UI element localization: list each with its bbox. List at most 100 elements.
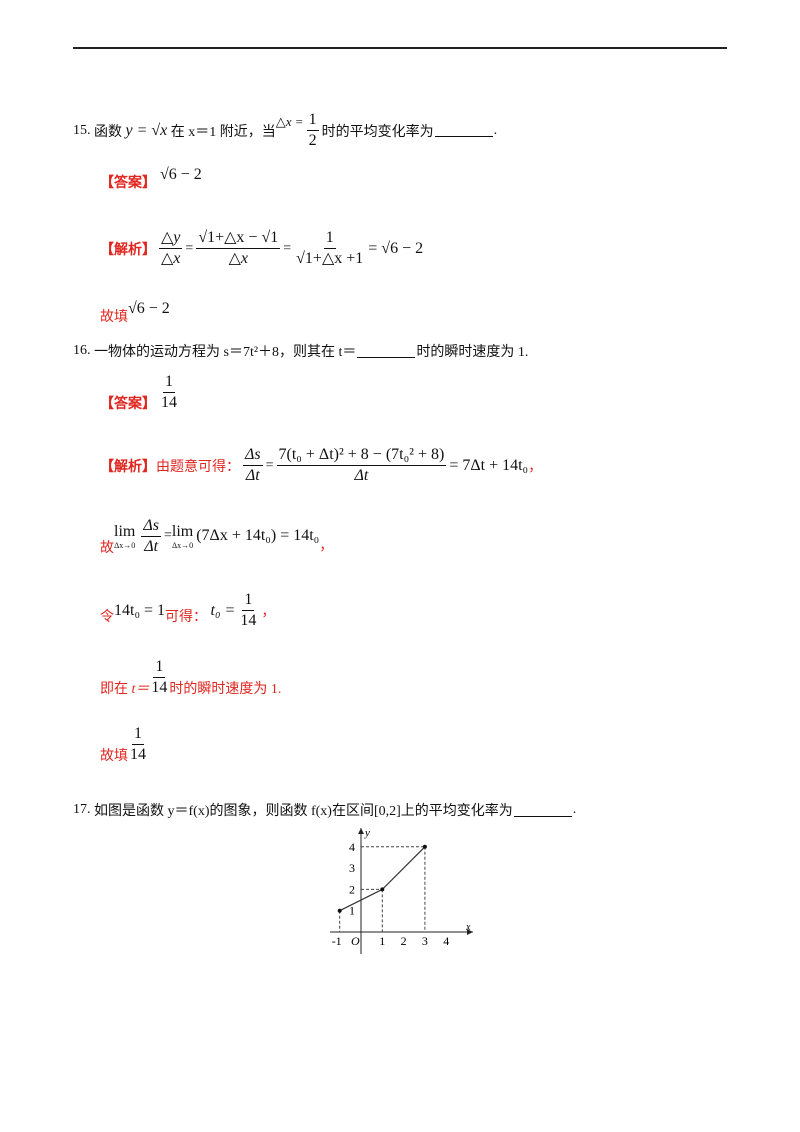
x-tick-label: 2 xyxy=(401,934,407,948)
q16-limit: 故 lim Δx→0 Δs Δt = lim Δx→0 (7Δx + 14t₀) = 1… xyxy=(100,516,334,557)
answer-blank[interactable] xyxy=(434,124,493,137)
text: . xyxy=(493,122,498,138)
text: t＝ xyxy=(131,681,150,697)
fraction: 1 14 xyxy=(149,657,169,698)
data-point xyxy=(422,844,427,849)
den: 2 xyxy=(308,132,317,149)
fraction: Δs Δt xyxy=(243,445,263,486)
analysis-tag: 【解析】 xyxy=(100,242,156,258)
text: 时的平均变化率为 xyxy=(321,124,434,140)
den: Δt xyxy=(354,467,369,484)
num: 1 xyxy=(323,228,336,249)
data-point xyxy=(380,887,385,892)
data-point xyxy=(337,908,342,913)
y-tick-label: 2 xyxy=(349,882,355,896)
x-tick-label: -1 xyxy=(332,934,342,948)
num: Δs xyxy=(141,516,161,537)
function-graph: x y O -1 1 2 3 4 1 2 3 4 xyxy=(330,827,473,954)
q15-fill: 故填 √6 − 2 xyxy=(100,292,170,326)
num: 7(t₀ + Δt)² + 8 − (7t₀² + 8) xyxy=(276,445,447,466)
math: t₀ = xyxy=(210,601,236,619)
q16-fill: 故填 1 14 xyxy=(100,724,148,765)
math: △x = xyxy=(275,113,304,129)
num: √1+△x − √1 xyxy=(196,228,281,249)
answer-blank[interactable] xyxy=(513,804,572,817)
lim-sub: Δx→0 xyxy=(171,540,194,550)
text: ， xyxy=(528,459,543,475)
num: 1 xyxy=(242,590,255,611)
text: 即在 xyxy=(100,681,128,697)
answer-blank[interactable] xyxy=(357,345,416,358)
q16-question: 16. 一物体的运动方程为 s＝7t²＋8，则其在 t＝ 时的瞬时速度为 1. xyxy=(73,341,528,361)
y-axis-label: y xyxy=(364,827,370,839)
analysis-tag: 【解析】 xyxy=(100,459,156,475)
q15-analysis: 【解析】 △y △x = √1+△x − √1 △x = 1 √1+△x +1 = √6 … xyxy=(100,228,424,269)
answer-tag: 【答案】 xyxy=(100,396,156,412)
q16-let: 令 14t₀ = 1 可得： t₀ = 1 14， xyxy=(100,590,275,631)
math: = 7Δt + 14t₀ xyxy=(449,456,529,474)
fraction: 1 14 xyxy=(128,724,148,765)
x-tick-label: 4 xyxy=(443,934,449,948)
lim: lim xyxy=(171,522,194,540)
lim: lim xyxy=(114,522,136,540)
limit: lim Δx→0 xyxy=(172,523,193,550)
y-tick-label: 1 xyxy=(349,904,355,918)
den: √1+△x +1 xyxy=(296,250,364,267)
math: √6 − 2 xyxy=(160,166,202,183)
den: 14 xyxy=(130,746,146,763)
fraction: 1 √1+△x +1 xyxy=(294,228,365,269)
q16-answer: 【答案】 1 14 xyxy=(100,372,182,413)
math: (7Δx + 14t₀) = 14t₀ xyxy=(196,527,320,544)
text: ， xyxy=(319,539,334,554)
num: △y xyxy=(159,228,183,249)
text: 故 xyxy=(100,541,114,556)
num: 1 xyxy=(132,724,144,745)
math: y = √x xyxy=(125,121,168,139)
fraction: 1 14 xyxy=(159,372,179,413)
axis-arrows xyxy=(358,828,473,935)
y-tick-label: 4 xyxy=(349,840,355,854)
x-tick-label: 3 xyxy=(422,934,428,948)
q16-analysis: 【解析】 由题意可得： Δs Δt = 7(t₀ + Δt)² + 8 − (7t₀… xyxy=(100,445,543,486)
text: 函数 xyxy=(94,124,122,140)
num: 1 xyxy=(306,110,319,131)
x-axis-label: x xyxy=(465,922,471,933)
fraction: √1+△x − √1 △x xyxy=(196,228,281,269)
limit: lim Δx→0 xyxy=(114,523,135,550)
fill-label: 故填 xyxy=(100,310,128,325)
x-tick-label: 1 xyxy=(379,934,385,948)
lim-sub: Δx→0 xyxy=(114,540,136,550)
den: 14 xyxy=(240,612,257,629)
num: Δs xyxy=(243,445,263,466)
den: △x xyxy=(228,250,248,267)
q16-conclusion: 即在 t＝ 1 14 时的瞬时速度为 1. xyxy=(100,657,281,698)
question-number: 15. xyxy=(73,122,91,138)
text: 如图是函数 y＝f(x)的图象，则函数 f(x)在区间[0,2]上的平均变化率为 xyxy=(94,804,513,819)
math: = √6 − 2 xyxy=(368,239,424,257)
text: 时的瞬时速度为 1. xyxy=(169,681,282,697)
num: 1 xyxy=(163,372,175,393)
math: 14t₀ = 1 xyxy=(114,601,166,619)
fraction: △y △x xyxy=(159,228,183,269)
fraction: Δs Δt xyxy=(141,516,161,557)
text: 令 xyxy=(100,609,114,625)
fill-label: 故填 xyxy=(100,748,128,764)
den: Δt xyxy=(144,537,159,555)
y-tick-label: 3 xyxy=(349,861,355,875)
q15-answer: 【答案】 √6 − 2 xyxy=(100,166,202,192)
text: 可得： xyxy=(165,609,208,625)
question-number: 16. xyxy=(73,343,91,358)
header-rule xyxy=(73,47,727,49)
answer-tag: 【答案】 xyxy=(100,176,156,191)
den: 14 xyxy=(151,679,168,696)
fraction: 1 14 xyxy=(238,590,258,631)
den: △x xyxy=(161,250,181,267)
text: . xyxy=(572,802,577,817)
text: 由题意可得： xyxy=(156,459,240,475)
question-number: 17. xyxy=(73,802,91,817)
math: √6 − 2 xyxy=(128,300,170,317)
text: 一物体的运动方程为 s＝7t²＋8，则其在 t＝ xyxy=(94,345,357,360)
text: 时的瞬时速度为 1. xyxy=(416,345,529,360)
